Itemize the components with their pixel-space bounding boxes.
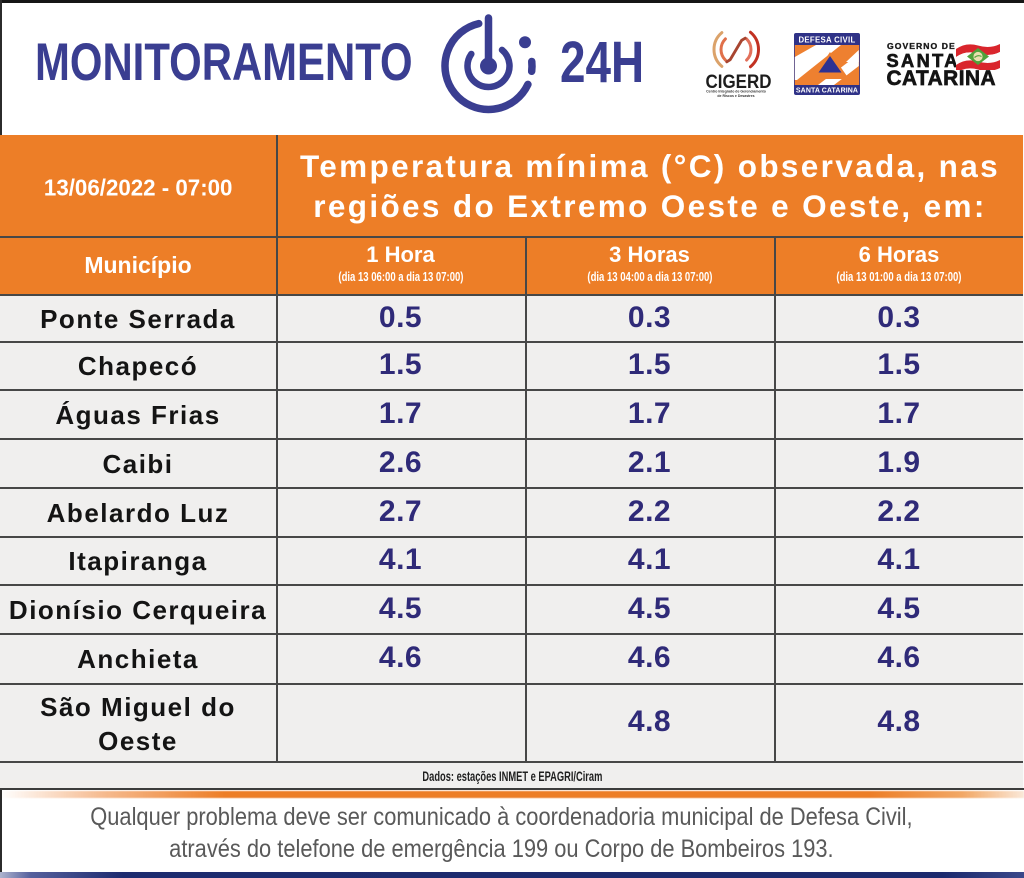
svg-text:Centro Integrado de Gerenciame: Centro Integrado de Gerenciamento — [706, 90, 766, 94]
svg-text:SANTA CATARINA: SANTA CATARINA — [796, 88, 858, 95]
svg-text:de Riscos e Desastres: de Riscos e Desastres — [717, 94, 754, 98]
svg-text:DEFESA CIVIL: DEFESA CIVIL — [798, 36, 855, 45]
svg-text:CIGERD: CIGERD — [706, 71, 772, 92]
